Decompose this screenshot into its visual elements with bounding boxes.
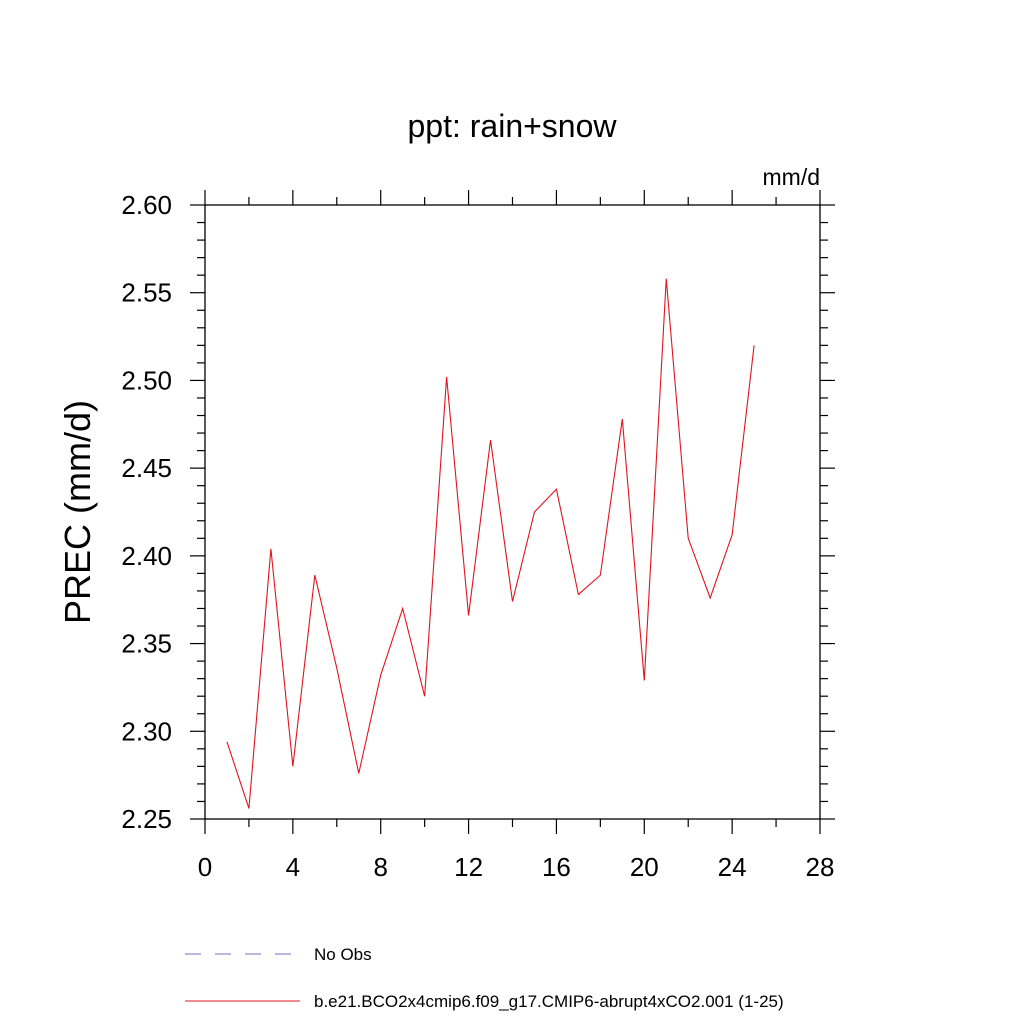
y-tick-label: 2.55 bbox=[121, 278, 172, 308]
y-tick-label: 2.60 bbox=[121, 190, 172, 220]
chart-title: ppt: rain+snow bbox=[407, 108, 617, 144]
x-tick-label: 12 bbox=[454, 852, 483, 882]
y-tick-label: 2.30 bbox=[121, 716, 172, 746]
units-label: mm/d bbox=[763, 164, 821, 190]
axis-ticks bbox=[190, 190, 835, 834]
legend: No Obs b.e21.BCO2x4cmip6.f09_g17.CMIP6-ab… bbox=[185, 945, 784, 1011]
y-tick-label: 2.50 bbox=[121, 365, 172, 395]
y-tick-label: 2.40 bbox=[121, 541, 172, 571]
series-layer bbox=[226, 278, 755, 809]
x-tick-label: 4 bbox=[286, 852, 300, 882]
x-tick-label: 20 bbox=[630, 852, 659, 882]
series-line bbox=[226, 278, 755, 809]
y-axis-label: PREC (mm/d) bbox=[57, 400, 98, 624]
legend-entry: b.e21.BCO2x4cmip6.f09_g17.CMIP6-abrupt4x… bbox=[314, 992, 784, 1011]
x-tick-label: 24 bbox=[718, 852, 747, 882]
y-tick-label: 2.25 bbox=[121, 804, 172, 834]
x-tick-label: 16 bbox=[542, 852, 571, 882]
tick-labels: 0 4 8 12 16 20 24 28 2.25 2.30 2.35 2.40 2.45 2.50 2.5… bbox=[121, 190, 834, 882]
legend-entry: No Obs bbox=[314, 945, 372, 964]
y-tick-label: 2.35 bbox=[121, 629, 172, 659]
x-tick-label: 0 bbox=[198, 852, 212, 882]
x-tick-label: 8 bbox=[373, 852, 387, 882]
x-tick-label: 28 bbox=[806, 852, 835, 882]
y-tick-label: 2.45 bbox=[121, 453, 172, 483]
